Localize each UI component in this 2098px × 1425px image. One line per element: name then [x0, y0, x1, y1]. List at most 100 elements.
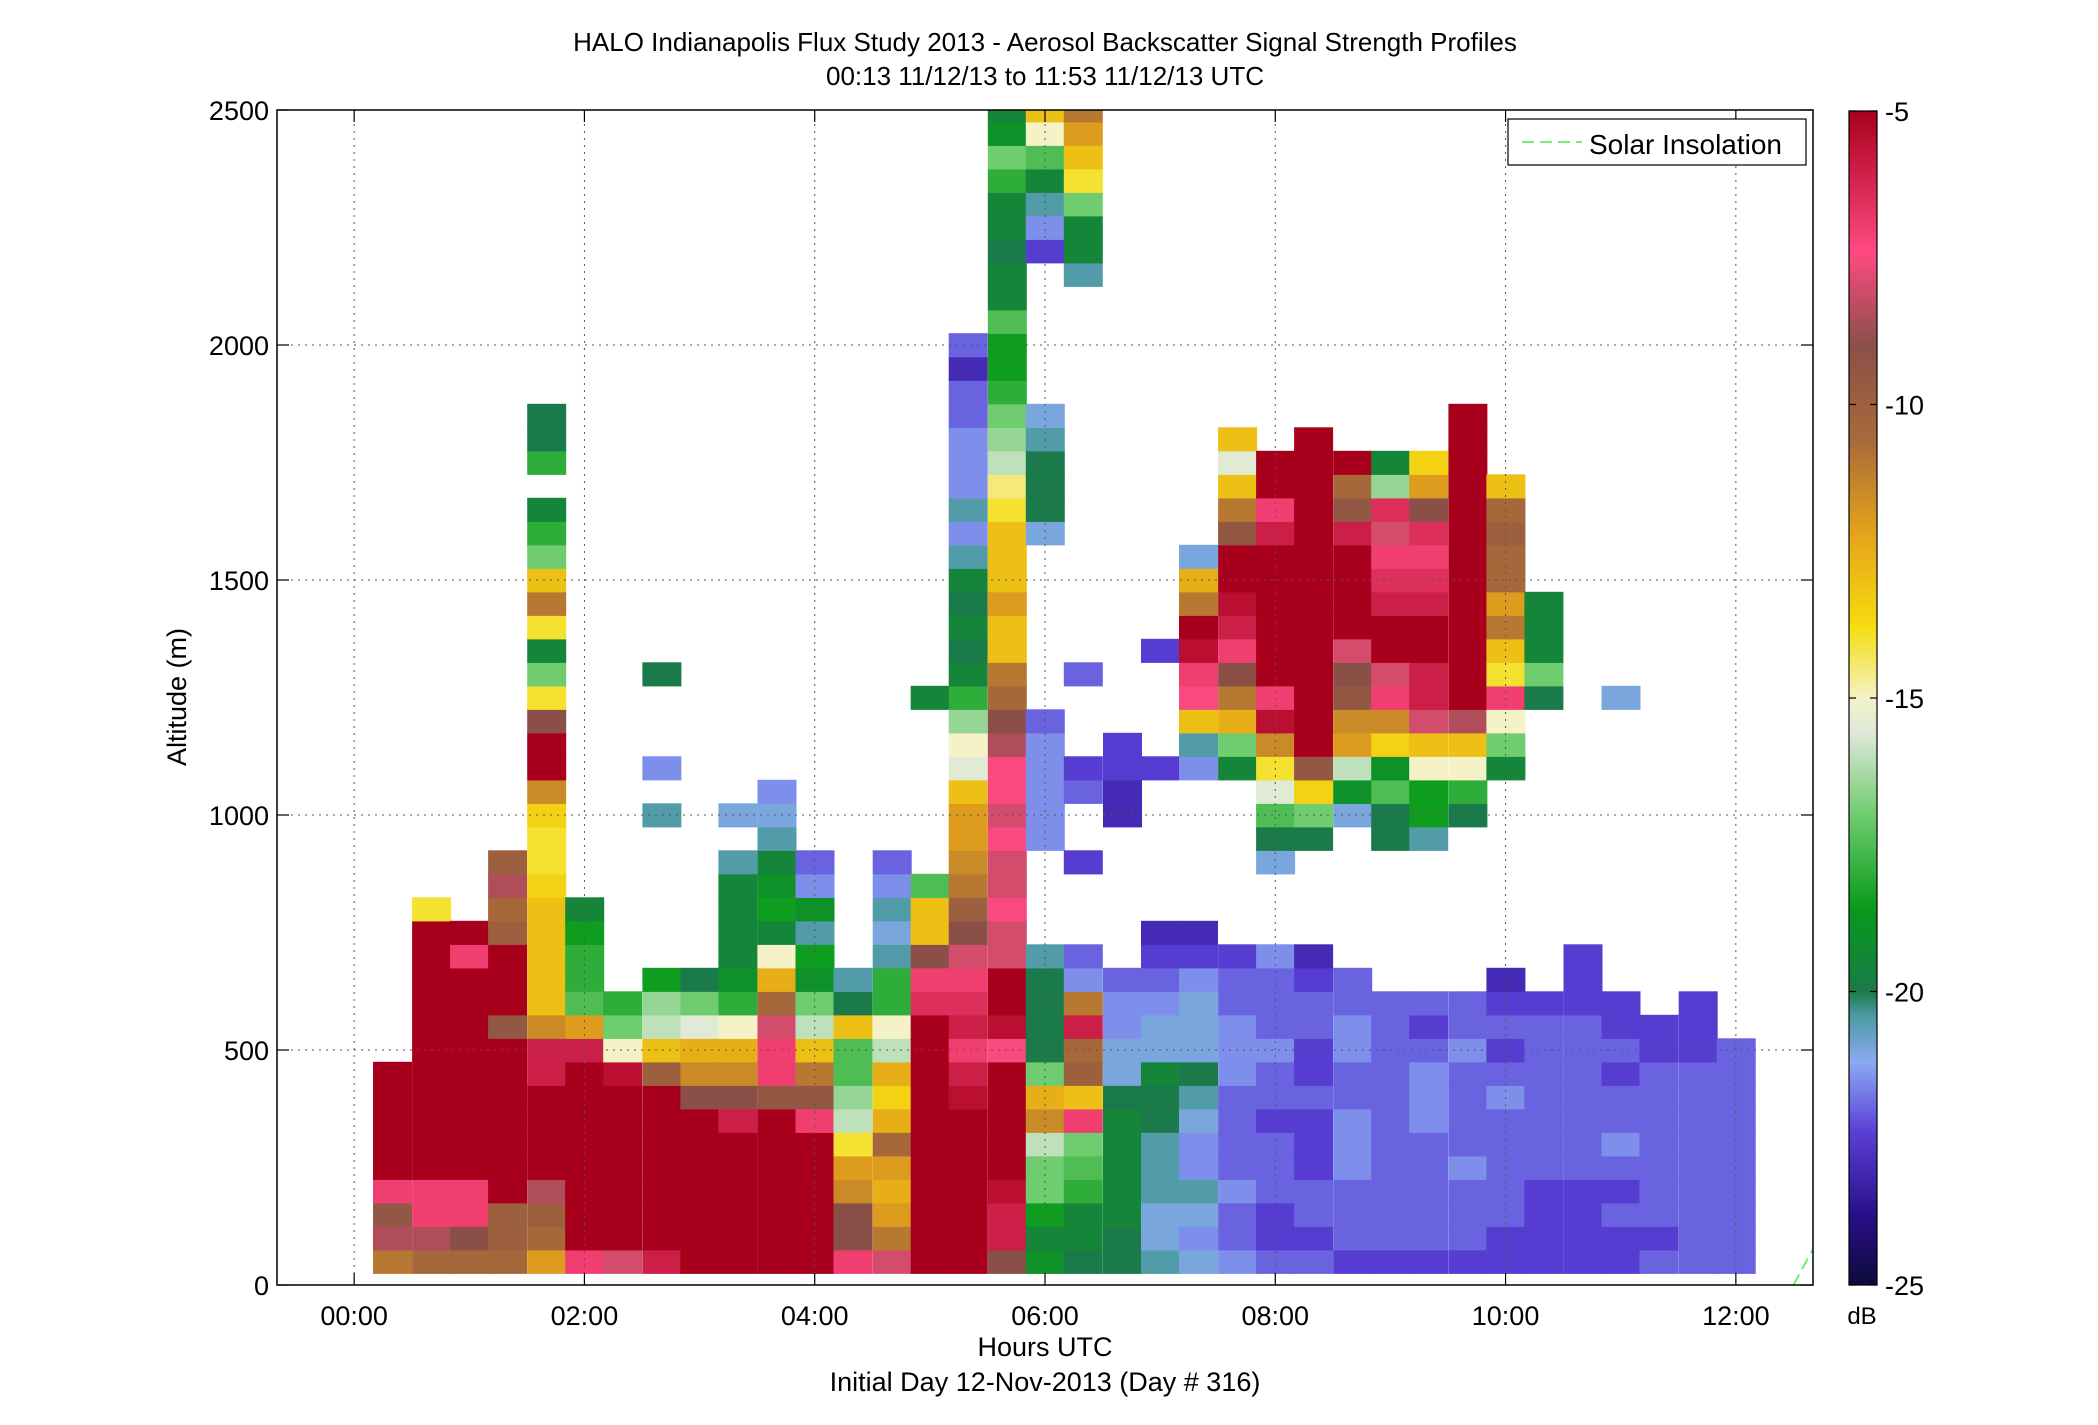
heatmap-cell [1524, 1249, 1564, 1274]
y-axis-label: Altitude (m) [162, 628, 192, 766]
heatmap-cell [757, 1132, 797, 1157]
heatmap-cell [527, 497, 567, 522]
heatmap-cell [1294, 474, 1334, 499]
heatmap-cell [757, 850, 797, 875]
heatmap-cell [527, 920, 567, 945]
heatmap-cell [1141, 1179, 1180, 1204]
heatmap-cell [412, 897, 452, 922]
heatmap-cell [757, 803, 797, 828]
x-axis-ticks: 00:00 02:00 04:00 06:00 08:00 10:00 12:00 [320, 110, 1770, 1331]
heatmap-cell [1524, 1202, 1564, 1227]
y-tick-label: 2500 [209, 96, 269, 126]
heatmap-cell [1256, 521, 1296, 546]
heatmap-cell [948, 333, 988, 358]
heatmap-cell [1063, 1249, 1103, 1274]
heatmap-cell [718, 1108, 758, 1133]
heatmap-cell [1218, 1226, 1258, 1251]
heatmap-cell [1256, 474, 1296, 499]
heatmap-cell [1141, 756, 1180, 781]
heatmap-cell [1448, 591, 1488, 616]
heatmap-cell [1371, 497, 1411, 522]
heatmap-cell [1448, 1014, 1488, 1039]
heatmap-cell [1333, 1249, 1373, 1274]
heatmap-cell [872, 1202, 912, 1227]
heatmap-cell [910, 1249, 950, 1274]
heatmap-cell [488, 873, 528, 898]
heatmap-cell [987, 145, 1027, 170]
heatmap-cell [1333, 662, 1373, 687]
heatmap-cell [373, 1249, 412, 1274]
heatmap-cell [1063, 1108, 1103, 1133]
heatmap-cell [1409, 1132, 1449, 1157]
heatmap-cell [1141, 1226, 1180, 1251]
heatmap-cell [833, 1108, 873, 1133]
heatmap-cell [642, 1155, 682, 1180]
heatmap-cell [1294, 1249, 1334, 1274]
heatmap-cell [1141, 1108, 1180, 1133]
heatmap-cell [948, 1155, 988, 1180]
heatmap-cell [910, 991, 950, 1016]
heatmap-cell [757, 1179, 797, 1204]
heatmap-cell [373, 1085, 412, 1110]
y-tick-label: 0 [254, 1271, 269, 1301]
heatmap-cell [527, 944, 567, 969]
heatmap-cell [412, 1108, 452, 1133]
heatmap-cell [757, 1202, 797, 1227]
heatmap-cell [1141, 1061, 1180, 1086]
heatmap-cell [948, 1202, 988, 1227]
heatmap-cell [1716, 1061, 1756, 1086]
heatmap-cell [948, 1249, 988, 1274]
heatmap-cell [1025, 474, 1065, 499]
heatmap-cell [1448, 1108, 1488, 1133]
heatmap-cell [488, 1226, 528, 1251]
heatmap-cell [603, 1038, 643, 1063]
heatmap-cell [680, 1202, 720, 1227]
heatmap-cell [1294, 591, 1334, 616]
heatmap-cell [488, 1132, 528, 1157]
heatmap-cell [1448, 756, 1488, 781]
heatmap-cell [948, 873, 988, 898]
heatmap-cell [1524, 615, 1564, 640]
colorbar-label: dB [1847, 1303, 1876, 1330]
heatmap-cell [987, 356, 1027, 381]
heatmap-cell [412, 1249, 452, 1274]
heatmap-cell [987, 110, 1027, 123]
heatmap-cell [872, 850, 912, 875]
heatmap-cell [1294, 1179, 1334, 1204]
heatmap-cell [527, 897, 567, 922]
heatmap-cell [1563, 1061, 1603, 1086]
heatmap-cell [1333, 1179, 1373, 1204]
x-tick-label: 02:00 [551, 1301, 619, 1331]
heatmap-cell [1563, 1249, 1603, 1274]
heatmap-cell [1371, 732, 1411, 757]
heatmap-cell [948, 920, 988, 945]
heatmap-cell [1218, 662, 1258, 687]
heatmap-cell [450, 1085, 490, 1110]
heatmap-cell [1025, 1202, 1065, 1227]
heatmap-cell [412, 1014, 452, 1039]
heatmap-cell [1563, 1108, 1603, 1133]
heatmap-cell [680, 1226, 720, 1251]
heatmap-cell [948, 1226, 988, 1251]
x-axis-sublabel: Initial Day 12-Nov-2013 (Day # 316) [830, 1367, 1261, 1397]
heatmap-cell [1448, 1226, 1488, 1251]
heatmap-cell [1563, 1085, 1603, 1110]
heatmap-cell [987, 1226, 1027, 1251]
heatmap-cell [1524, 591, 1564, 616]
heatmap-cell [1141, 1155, 1180, 1180]
heatmap-cell [1333, 991, 1373, 1016]
heatmap-cell [488, 897, 528, 922]
heatmap-cell [1063, 262, 1103, 287]
heatmap-cell [1486, 662, 1526, 687]
heatmap-cell [1218, 685, 1258, 710]
heatmap-cell [1601, 1108, 1641, 1133]
heatmap-cell [1563, 1155, 1603, 1180]
heatmap-cell [910, 1202, 950, 1227]
heatmap-cell [948, 1132, 988, 1157]
heatmap-cell [527, 521, 567, 546]
heatmap-cell [987, 756, 1027, 781]
heatmap-cell [718, 850, 758, 875]
heatmap-cell [1371, 1132, 1411, 1157]
heatmap-cell [450, 1155, 490, 1180]
heatmap-cell [948, 779, 988, 804]
